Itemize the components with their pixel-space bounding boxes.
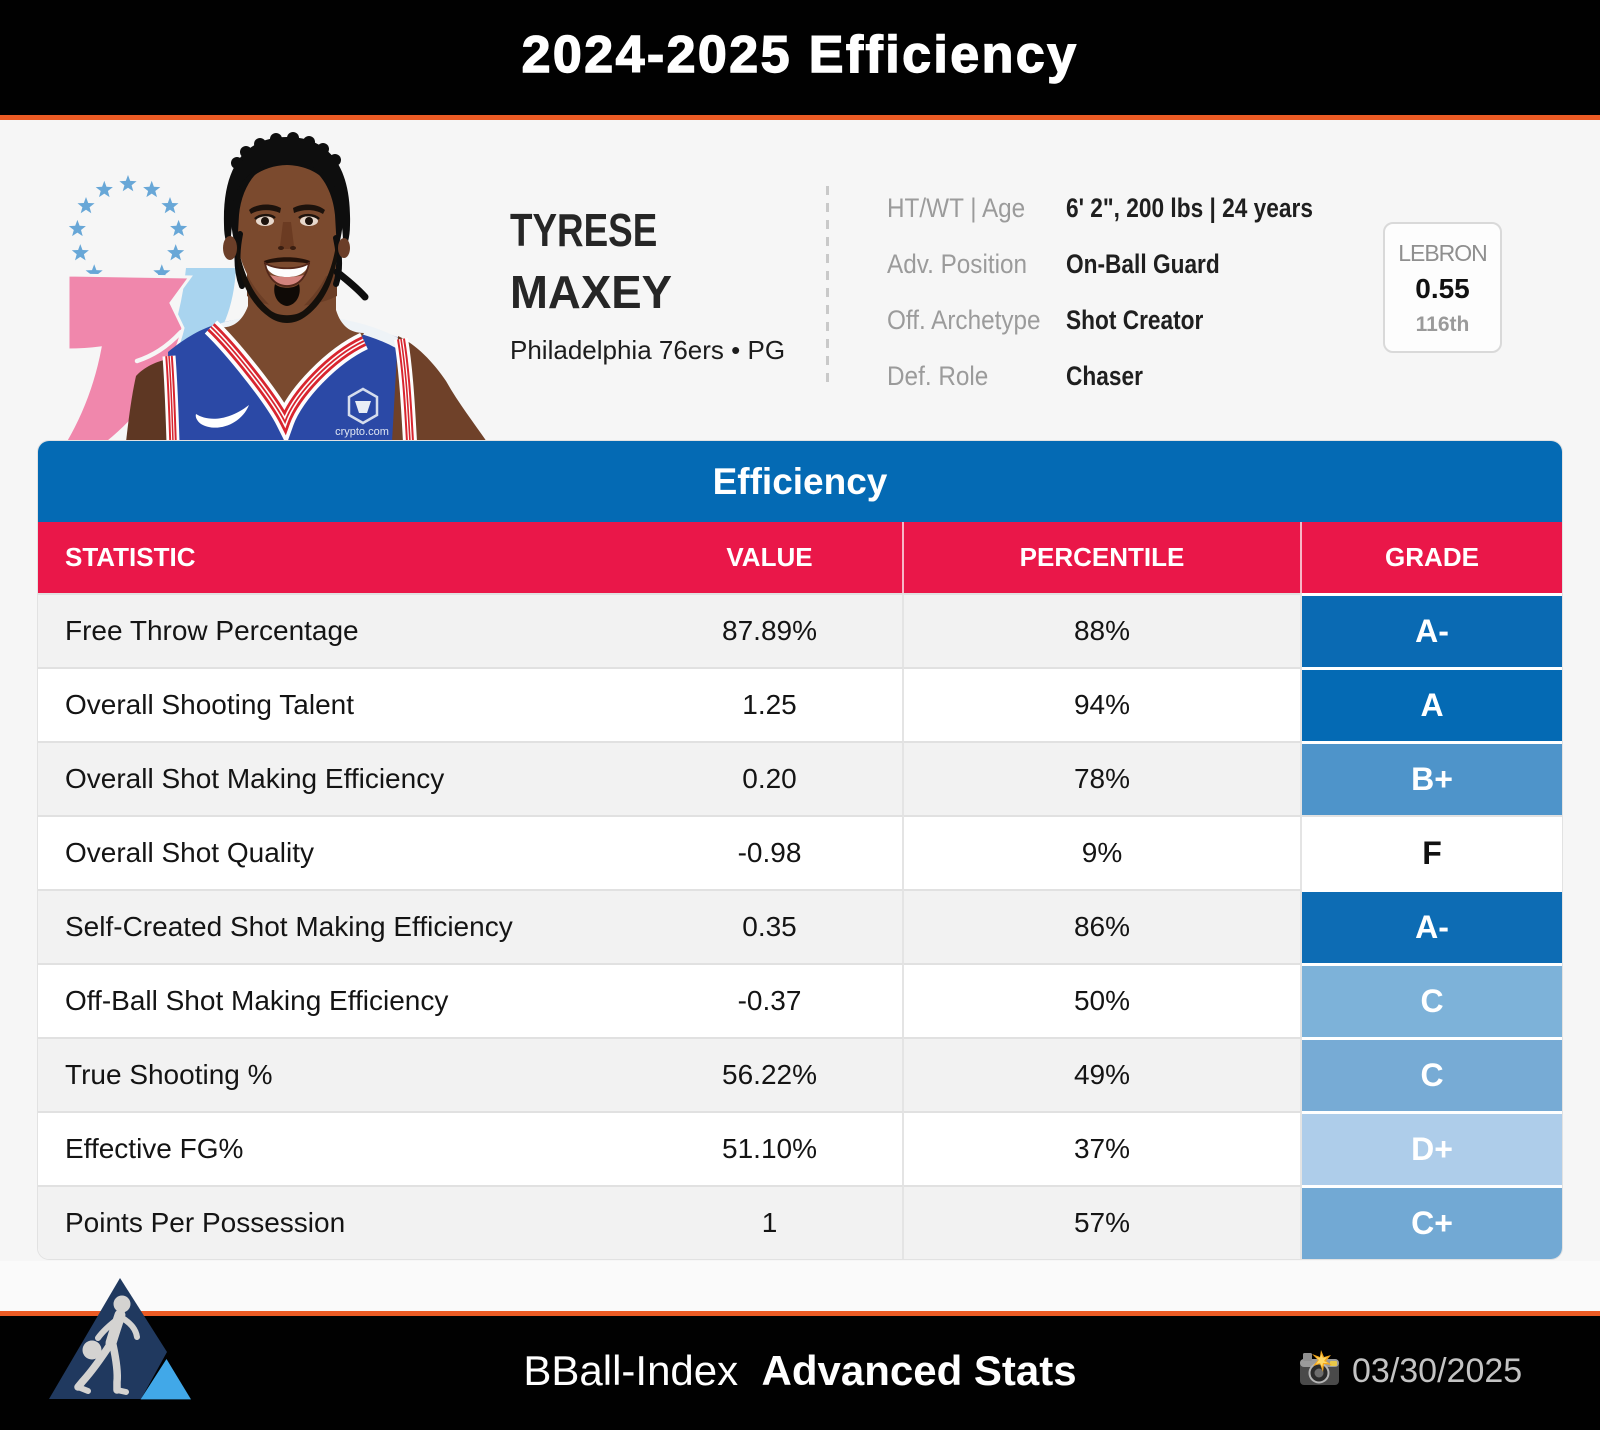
svg-text:crypto.com: crypto.com <box>335 426 389 438</box>
